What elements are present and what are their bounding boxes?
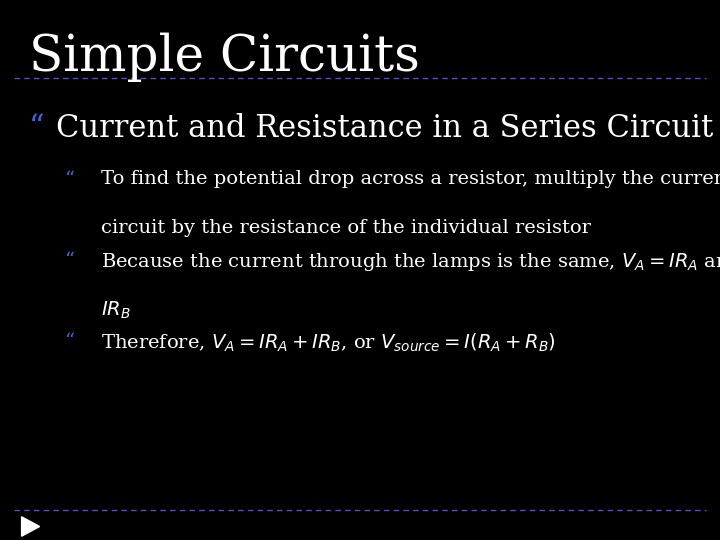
- Text: $IR_B$: $IR_B$: [101, 300, 130, 321]
- Text: “: “: [65, 332, 75, 350]
- Text: Simple Circuits: Simple Circuits: [29, 32, 420, 82]
- Text: Therefore, $V_A = IR_A + IR_B$, or $V_{source} = I(R_A + R_B)$: Therefore, $V_A = IR_A + IR_B$, or $V_{s…: [101, 332, 556, 354]
- Text: To find the potential drop across a resistor, multiply the current in the: To find the potential drop across a resi…: [101, 170, 720, 188]
- Text: Current and Resistance in a Series Circuit: Current and Resistance in a Series Circu…: [56, 113, 714, 144]
- Text: “: “: [29, 113, 45, 144]
- Text: “: “: [65, 251, 75, 269]
- Polygon shape: [22, 517, 40, 536]
- Text: “: “: [65, 170, 75, 188]
- Text: Because the current through the lamps is the same, $V_A = IR_A$ and $V_B =$: Because the current through the lamps is…: [101, 251, 720, 273]
- Text: circuit by the resistance of the individual resistor: circuit by the resistance of the individ…: [101, 219, 590, 237]
